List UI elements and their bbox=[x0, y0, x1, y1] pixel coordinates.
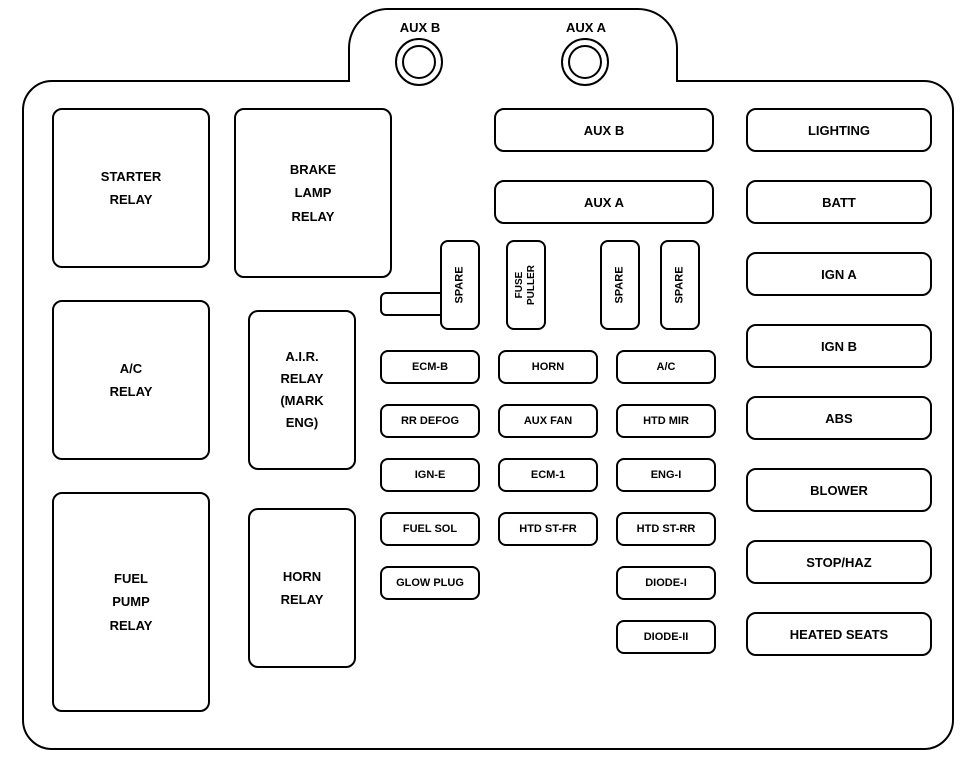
fuse-stop-haz: STOP/HAZ bbox=[746, 540, 932, 584]
fuel-pump-relay: FUEL PUMP RELAY bbox=[52, 492, 210, 712]
ac-relay: A/C RELAY bbox=[52, 300, 210, 460]
fuse-aux-a: AUX A bbox=[494, 180, 714, 224]
fuse-spare-2-label: SPARE bbox=[614, 266, 626, 303]
fuse-aux-b: AUX B bbox=[494, 108, 714, 152]
fuse-abs: ABS bbox=[746, 396, 932, 440]
tab-mask bbox=[350, 78, 676, 84]
aux-b-stud-inner bbox=[402, 45, 436, 79]
fuse-rr-defog: RR DEFOG bbox=[380, 404, 480, 438]
aux-a-stud-inner bbox=[568, 45, 602, 79]
fuse-spare-1: SPARE bbox=[440, 240, 480, 330]
fuse-batt: BATT bbox=[746, 180, 932, 224]
fuse-htd-st-fr: HTD ST-FR bbox=[498, 512, 598, 546]
fuse-glow-plug: GLOW PLUG bbox=[380, 566, 480, 600]
fuse-horn: HORN bbox=[498, 350, 598, 384]
fuse-blower: BLOWER bbox=[746, 468, 932, 512]
fuse-spare-2: SPARE bbox=[600, 240, 640, 330]
fuse-ign-a: IGN A bbox=[746, 252, 932, 296]
brake-lamp-relay: BRAKE LAMP RELAY bbox=[234, 108, 392, 278]
fuse-spare-1-label: SPARE bbox=[454, 266, 466, 303]
fuse-heated-seats: HEATED SEATS bbox=[746, 612, 932, 656]
aux-a-stud-label: AUX A bbox=[556, 18, 616, 36]
fuse-aux-fan: AUX FAN bbox=[498, 404, 598, 438]
fuse-ign-b: IGN B bbox=[746, 324, 932, 368]
fuse-ecm-b: ECM-B bbox=[380, 350, 480, 384]
aux-b-stud-label: AUX B bbox=[390, 18, 450, 36]
fuse-diode-ii: DIODE-II bbox=[616, 620, 716, 654]
fuse-ac: A/C bbox=[616, 350, 716, 384]
fuse-htd-st-rr: HTD ST-RR bbox=[616, 512, 716, 546]
starter-relay: STARTER RELAY bbox=[52, 108, 210, 268]
fuse-htd-mir: HTD MIR bbox=[616, 404, 716, 438]
fuse-spare-3: SPARE bbox=[660, 240, 700, 330]
fuse-puller: FUSE PULLER bbox=[506, 240, 546, 330]
fuse-fuel-sol: FUEL SOL bbox=[380, 512, 480, 546]
fuse-eng-i: ENG-I bbox=[616, 458, 716, 492]
fuse-lighting: LIGHTING bbox=[746, 108, 932, 152]
fuse-ign-e: IGN-E bbox=[380, 458, 480, 492]
fuse-spare-3-label: SPARE bbox=[674, 266, 686, 303]
horn-relay: HORN RELAY bbox=[248, 508, 356, 668]
aux-b-stud bbox=[395, 38, 443, 86]
fuse-diode-i: DIODE-I bbox=[616, 566, 716, 600]
air-relay: A.I.R. RELAY (MARK ENG) bbox=[248, 310, 356, 470]
aux-a-stud bbox=[561, 38, 609, 86]
fuse-puller-label: FUSE PULLER bbox=[514, 265, 538, 305]
fuse-ecm-1: ECM-1 bbox=[498, 458, 598, 492]
fusebox-diagram: AUX B AUX A STARTER RELAY BRAKE LAMP REL… bbox=[0, 0, 975, 772]
